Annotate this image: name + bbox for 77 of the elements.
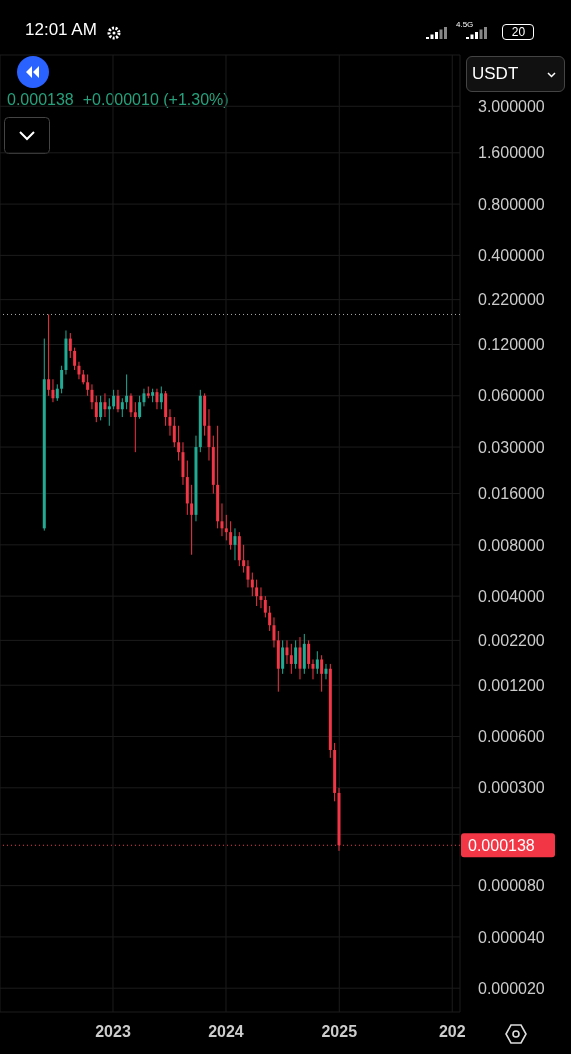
candlestick [281,639,285,675]
candlestick [138,395,142,420]
text: USDT [466,56,565,92]
candlestick [311,658,315,680]
candlestick [99,395,103,421]
candlestick [220,502,224,537]
candlestick [320,654,324,693]
candlestick [229,520,233,551]
y-tick-label: 0.400000 [478,247,545,265]
x-tick-label: 2024 [208,1023,244,1041]
candlestick [120,397,124,418]
candlestick [259,586,263,609]
y-tick-label: 0.800000 [478,195,545,213]
candlestick [315,650,319,675]
x-tick-label: 2025 [321,1023,358,1041]
candlestick [116,389,120,413]
y-tick-label: 0.030000 [478,438,545,456]
candlestick [159,386,163,410]
candlestick [68,332,72,359]
text: 12:01 AM [25,20,97,40]
candlestick [177,425,181,462]
candlestick [272,616,276,648]
candlestick [294,639,298,670]
candlestick [285,639,289,665]
candlestick [250,572,254,597]
annotation: 0.000138 [7,91,74,108]
candlestick [233,527,237,561]
y-tick-label: 0.220000 [478,291,545,309]
candlestick [307,639,311,670]
y-tick-label: 0.000300 [478,779,545,797]
y-tick-label: 0.000080 [478,877,545,895]
candlestick [164,390,168,427]
candlestick [298,636,302,680]
y-tick-label: 0.000020 [478,979,545,997]
y-tick-label: 0.016000 [478,485,545,503]
y-tick-label: 0.060000 [478,387,545,405]
candlestick [94,395,98,423]
candlestick [112,389,116,410]
y-tick-label: 0.008000 [478,536,545,554]
candlestick [107,397,111,427]
candlestick [90,383,94,410]
candlestick [289,643,293,675]
candlestick [255,579,259,607]
x-tick-label: 2023 [95,1023,131,1041]
candlestick [77,361,81,380]
candlestick [168,408,172,437]
text: 4.5G [456,20,474,29]
candlestick [246,559,250,588]
candlestick [47,313,51,397]
candlestick [190,484,194,556]
y-tick-label: 0.000040 [478,928,545,946]
y-tick-label: 0.002200 [478,632,545,650]
candlestick [207,408,211,462]
candlestick [263,595,267,618]
candlestick [51,378,55,403]
candlestick [103,392,107,418]
x-tick-label: 202 [438,1023,466,1041]
candlestick [133,401,137,453]
candlestick [242,544,246,574]
candlestick [324,663,328,680]
candlestick [172,416,176,448]
y-tick-label: 0.120000 [478,336,545,354]
candlestick [125,373,129,410]
ref-line-label: 0.000138 [468,837,535,855]
candlestick [224,514,228,541]
candlestick [60,365,64,394]
y-tick-label: 0.000600 [478,728,545,746]
candlestick [155,388,159,410]
candlestick [268,605,272,632]
y-tick-label: 1.600000 [478,144,545,162]
candlestick [129,392,133,418]
y-tick-label: 0.001200 [478,676,545,694]
candlestick [86,373,90,397]
y-tick-label: 0.004000 [478,587,545,605]
y-tick-label: 3.000000 [478,97,545,115]
annotation: +0.000010 (+1.30%) [82,91,229,108]
candlestick [73,347,77,371]
